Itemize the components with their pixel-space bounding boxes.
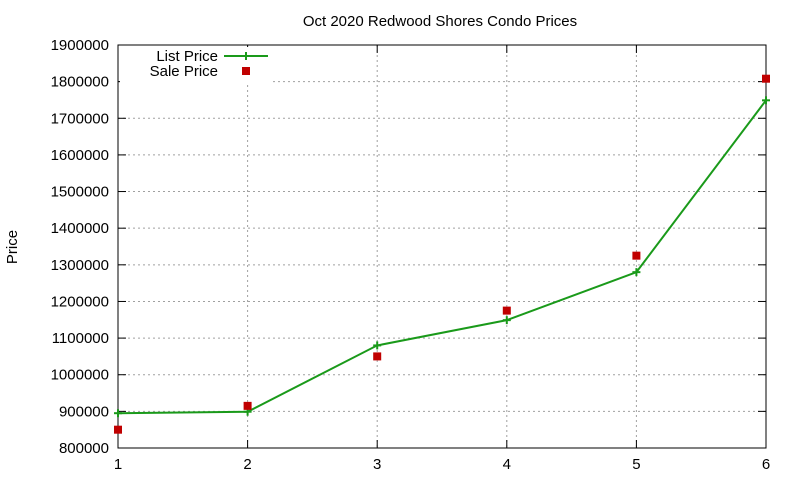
y-tick-label: 800000: [59, 440, 109, 457]
series-layer: [114, 74, 770, 434]
grid-lines: [118, 45, 766, 448]
list-price-point: [114, 409, 122, 418]
y-tick-label: 1100000: [52, 330, 109, 347]
list-price-point: [632, 268, 641, 277]
list-price-line: [117, 99, 767, 415]
x-tick-label: 2: [243, 456, 251, 473]
list-price-point: [502, 316, 511, 325]
y-axis-label: Price: [4, 230, 21, 264]
x-tick-label: 4: [503, 456, 511, 473]
y-tick-label: 1400000: [51, 220, 109, 237]
legend-label-list-price: List Price: [156, 48, 218, 65]
x-tick-label: 3: [373, 456, 381, 473]
x-tick-label: 6: [762, 456, 770, 473]
chart-title: Oct 2020 Redwood Shores Condo Prices: [303, 13, 577, 30]
y-tick-label: 1000000: [51, 367, 109, 384]
x-tick-label: 1: [114, 456, 122, 473]
y-tick-label: 1300000: [51, 257, 109, 274]
list-price-point: [373, 341, 382, 350]
legend: List Price Sale Price: [120, 47, 272, 83]
y-tick-label: 900000: [59, 403, 109, 420]
y-tick-label: 1600000: [51, 147, 109, 164]
sale-price-point: [502, 306, 511, 315]
sale-price-point: [373, 352, 382, 361]
list-price-point: [762, 96, 770, 105]
legend-swatch-sale-price: [242, 67, 250, 75]
legend-label-sale-price: Sale Price: [150, 63, 218, 80]
x-tick-label: 5: [632, 456, 640, 473]
sale-price-point: [762, 74, 770, 83]
y-tick-label: 1700000: [51, 110, 109, 127]
y-tick-label: 1500000: [51, 184, 109, 201]
y-tick-label: 1900000: [51, 37, 109, 54]
axis-ticks: 800000 900000 1000000 1100000 1200000 1300000…: [51, 37, 771, 473]
y-tick-label: 1800000: [51, 74, 109, 91]
y-tick-label: 1200000: [51, 293, 109, 310]
sale-price-point: [114, 425, 122, 434]
sale-price-point: [632, 251, 641, 260]
sale-price-point: [243, 401, 252, 410]
plot-frame: [117, 44, 767, 449]
